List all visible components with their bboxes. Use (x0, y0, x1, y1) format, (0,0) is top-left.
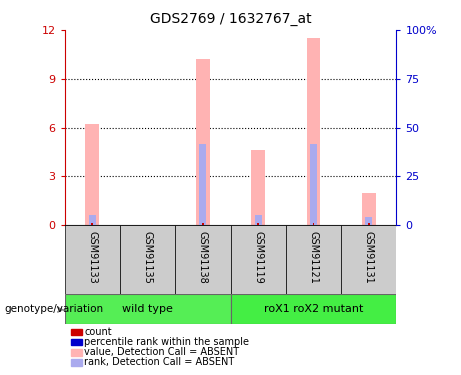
Text: genotype/variation: genotype/variation (5, 304, 104, 314)
Text: value, Detection Call = ABSENT: value, Detection Call = ABSENT (84, 347, 239, 357)
Text: GSM91131: GSM91131 (364, 231, 374, 283)
Bar (120, 225, 175, 294)
Bar (199, 144, 206, 225)
Text: percentile rank within the sample: percentile rank within the sample (84, 337, 249, 347)
Text: count: count (84, 327, 112, 337)
Text: GSM91121: GSM91121 (308, 231, 319, 284)
Bar (365, 217, 372, 225)
Bar (362, 192, 376, 225)
Text: rank, Detection Call = ABSENT: rank, Detection Call = ABSENT (84, 357, 235, 367)
Bar (196, 59, 210, 225)
Text: GSM91135: GSM91135 (142, 231, 153, 284)
Bar (230, 294, 396, 324)
Bar (310, 144, 317, 225)
Bar (230, 225, 286, 294)
Bar (313, 223, 314, 225)
Bar (89, 215, 96, 225)
Bar (286, 225, 341, 294)
Text: GSM91138: GSM91138 (198, 231, 208, 283)
Bar (257, 223, 259, 225)
Bar (368, 223, 370, 225)
Bar (65, 294, 230, 324)
Title: GDS2769 / 1632767_at: GDS2769 / 1632767_at (150, 12, 311, 26)
Text: roX1 roX2 mutant: roX1 roX2 mutant (264, 304, 363, 314)
Text: wild type: wild type (122, 304, 173, 314)
Bar (341, 225, 396, 294)
Bar (85, 124, 99, 225)
Bar (251, 150, 265, 225)
Bar (202, 223, 204, 225)
Bar (307, 38, 320, 225)
Bar (254, 215, 261, 225)
Bar (175, 225, 230, 294)
Bar (65, 225, 120, 294)
Text: GSM91119: GSM91119 (253, 231, 263, 283)
Bar (91, 223, 93, 225)
Text: GSM91133: GSM91133 (87, 231, 97, 283)
